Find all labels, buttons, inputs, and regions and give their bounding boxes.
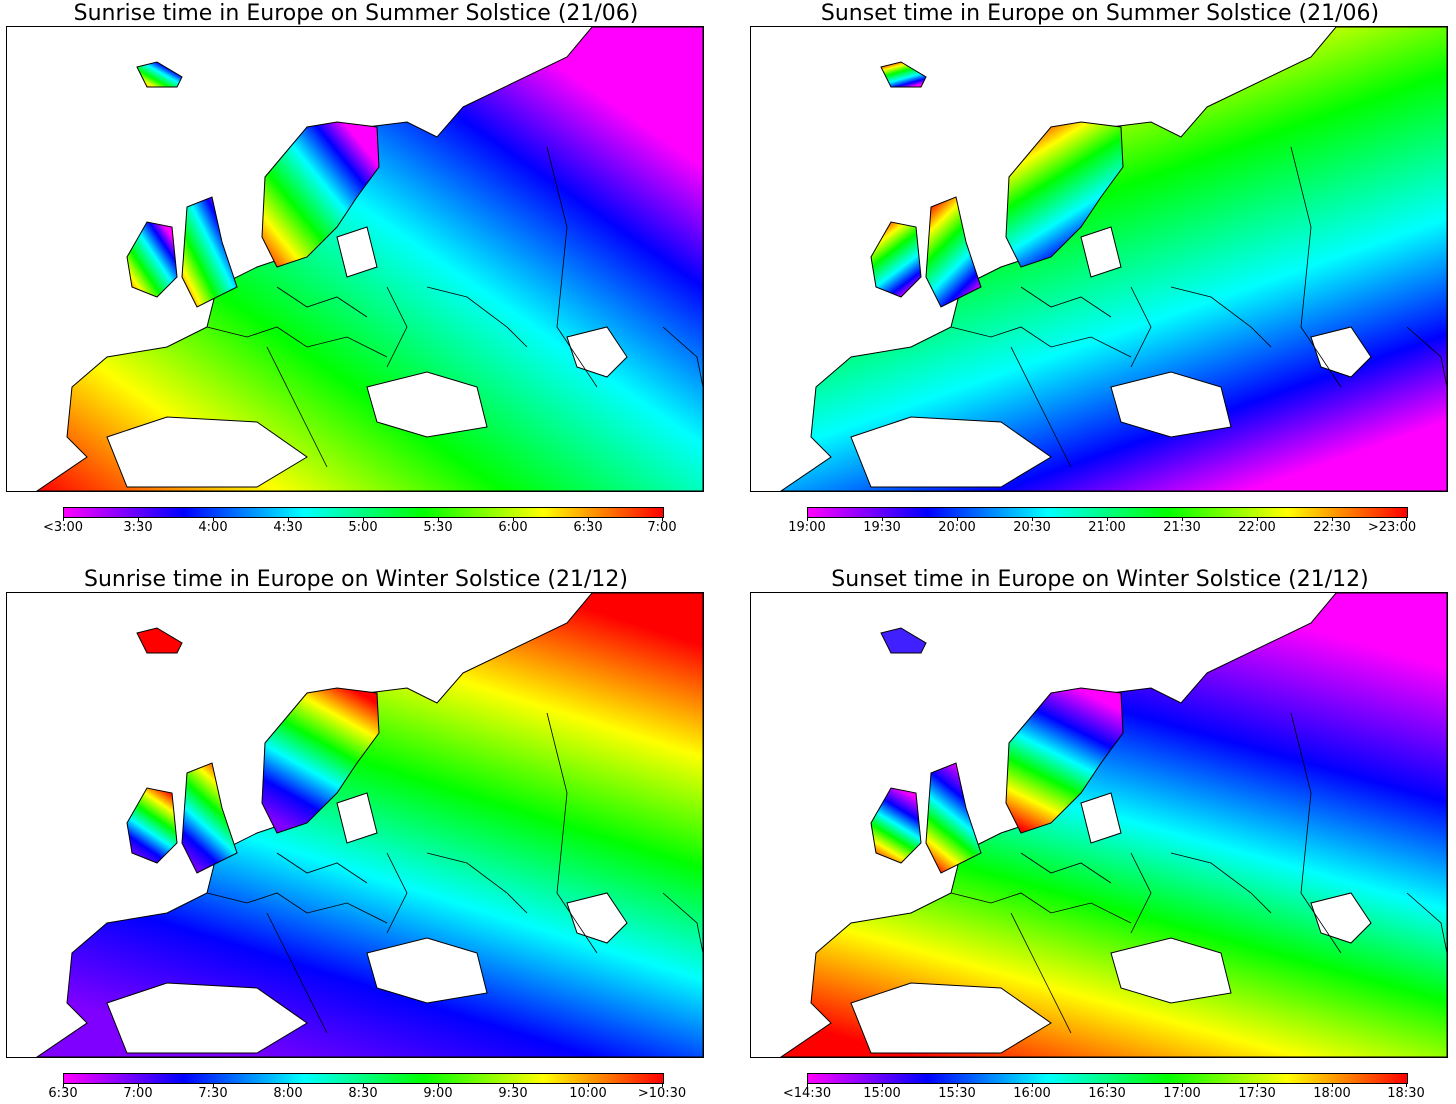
europe-map — [36, 27, 703, 491]
europe-map — [780, 593, 1447, 1057]
map-summer-sunset — [750, 26, 1448, 492]
tick-label: 17:00 — [1163, 1086, 1201, 1101]
europe-map — [780, 27, 1447, 491]
tick-label: 4:00 — [198, 520, 228, 535]
tick-label: 9:00 — [423, 1086, 453, 1101]
tick-label: 19:00 — [788, 520, 826, 535]
tick-label: 6:30 — [48, 1086, 78, 1101]
tick-label: 19:30 — [863, 520, 901, 535]
tick-label: >10:30 — [637, 1086, 687, 1101]
tick-label: 22:30 — [1313, 520, 1351, 535]
panel-title: Sunrise time in Europe on Winter Solstic… — [84, 567, 628, 592]
colorbar — [807, 507, 1408, 518]
tick-label: 15:30 — [938, 1086, 976, 1101]
tick-label: 5:30 — [423, 520, 453, 535]
colorbar-ticks: 19:00 19:30 20:00 20:30 21:00 21:30 22:0… — [788, 518, 1416, 538]
tick-label: 5:00 — [348, 520, 378, 535]
tick-label: 21:00 — [1088, 520, 1126, 535]
colorbar-ticks: <3:00 3:30 4:00 4:30 5:00 5:30 6:00 6:30… — [43, 518, 677, 538]
tick-label: 21:30 — [1163, 520, 1201, 535]
tick-label: 20:00 — [938, 520, 976, 535]
tick-label: 3:30 — [123, 520, 153, 535]
tick-label: 6:00 — [498, 520, 528, 535]
map-winter-sunset — [750, 592, 1448, 1058]
tick-label: 8:30 — [348, 1086, 378, 1101]
tick-label: 9:30 — [498, 1086, 528, 1101]
tick-label: 16:30 — [1088, 1086, 1126, 1101]
tick-label: 10:00 — [569, 1086, 607, 1101]
colorbar — [807, 1073, 1408, 1084]
tick-label: <14:30 — [782, 1086, 832, 1101]
map-winter-sunrise — [6, 592, 704, 1058]
tick-label: 4:30 — [273, 520, 303, 535]
tick-label: 7:00 — [647, 520, 677, 535]
tick-label: >23:00 — [1367, 520, 1417, 535]
colorbar — [63, 1073, 664, 1084]
panel-title: Sunset time in Europe on Summer Solstice… — [820, 1, 1380, 26]
colorbar-ticks: <14:30 15:00 15:30 16:00 16:30 17:00 17:… — [783, 1084, 1425, 1104]
tick-label: 6:30 — [573, 520, 603, 535]
colorbar — [63, 507, 664, 518]
tick-label: 7:30 — [198, 1086, 228, 1101]
tick-label: 18:00 — [1313, 1086, 1351, 1101]
tick-label: 17:30 — [1238, 1086, 1276, 1101]
tick-label: 15:00 — [863, 1086, 901, 1101]
tick-label: <3:00 — [42, 520, 84, 535]
tick-label: 20:30 — [1013, 520, 1051, 535]
map-summer-sunrise — [6, 26, 704, 492]
europe-map — [36, 593, 703, 1057]
tick-label: 18:30 — [1387, 1086, 1425, 1101]
tick-label: 8:00 — [273, 1086, 303, 1101]
panel-title: Sunset time in Europe on Winter Solstice… — [831, 567, 1369, 592]
tick-label: 7:00 — [123, 1086, 153, 1101]
colorbar-ticks: 6:30 7:00 7:30 8:00 8:30 9:00 9:30 10:00… — [48, 1084, 686, 1104]
panel-title: Sunrise time in Europe on Summer Solstic… — [73, 1, 639, 26]
tick-label: 22:00 — [1238, 520, 1276, 535]
tick-label: 16:00 — [1013, 1086, 1051, 1101]
